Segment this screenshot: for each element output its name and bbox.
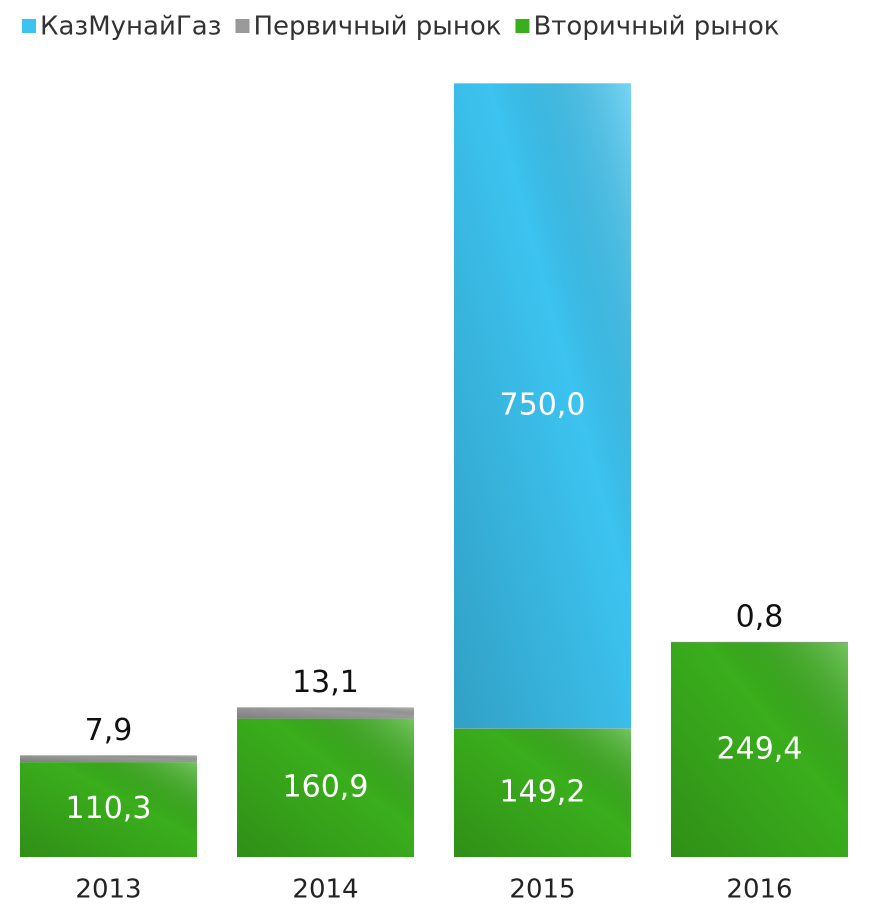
x-tick-label: 2015 bbox=[509, 875, 575, 905]
value-label: 149,2 bbox=[500, 774, 586, 809]
value-label: 0,8 bbox=[736, 599, 784, 634]
legend-swatch bbox=[235, 19, 250, 33]
bar-shade bbox=[237, 718, 414, 857]
value-label: 7,9 bbox=[85, 713, 133, 748]
legend-label: КазМунайГаз bbox=[40, 12, 221, 42]
value-label: 13,1 bbox=[292, 665, 359, 700]
value-label: 249,4 bbox=[717, 731, 803, 766]
value-label: 110,3 bbox=[66, 791, 152, 826]
bar-shade bbox=[671, 642, 848, 857]
bar-shade bbox=[454, 83, 631, 729]
value-label: 750,0 bbox=[500, 387, 586, 422]
x-tick-label: 2014 bbox=[292, 875, 358, 905]
legend-swatch bbox=[515, 19, 530, 33]
legend-label: Вторичный рынок bbox=[533, 12, 779, 42]
bar-shade bbox=[20, 755, 197, 763]
x-tick-label: 2013 bbox=[75, 875, 141, 905]
value-label: 160,9 bbox=[283, 769, 369, 804]
bar-shade bbox=[671, 641, 848, 643]
legend-label: Первичный рынок bbox=[253, 12, 501, 42]
bar-shade bbox=[454, 728, 631, 857]
bar-shade bbox=[237, 707, 414, 719]
bar-shade bbox=[20, 762, 197, 857]
legend-swatch bbox=[22, 19, 36, 33]
x-tick-label: 2016 bbox=[726, 875, 792, 905]
